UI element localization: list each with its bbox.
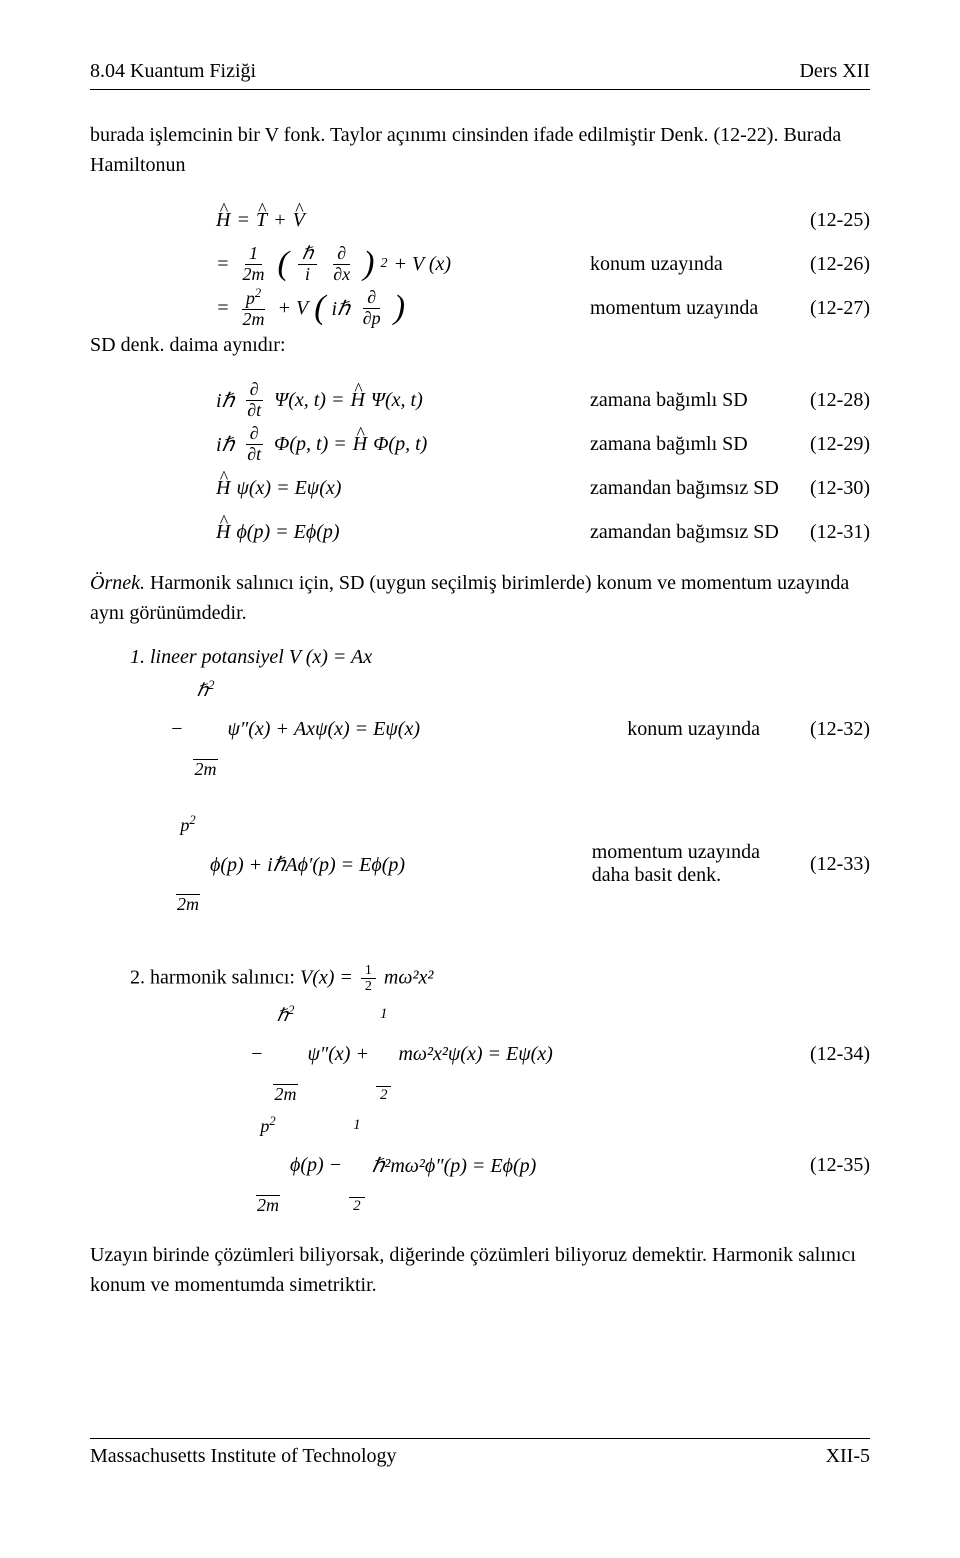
hat-V: V bbox=[293, 209, 305, 232]
frac-1-2m: 1 2m bbox=[239, 244, 269, 285]
item-1: 1. lineer potansiyel V (x) = Ax bbox=[130, 646, 870, 669]
page-footer: Massachusetts Institute of Technology XI… bbox=[90, 1445, 870, 1468]
eq-number: (12-31) bbox=[790, 521, 870, 544]
frac-hbar-i: ℏ i bbox=[298, 244, 317, 285]
hat-H: H bbox=[216, 209, 230, 232]
eq-number: (12-29) bbox=[790, 433, 870, 456]
frac-p2-2m: p2 2m bbox=[239, 287, 269, 330]
equation-12-25: H = T + V (12-25) bbox=[90, 198, 870, 242]
eq-number: (12-26) bbox=[790, 253, 870, 276]
eq-description: momentum uzayında bbox=[560, 297, 790, 320]
example-paragraph: Örnek. Harmonik salınıcı için, SD (uygun… bbox=[90, 568, 870, 628]
hat-T: T bbox=[256, 209, 267, 232]
equation-12-33: p22m ϕ(p) + iℏAϕ′(p) = Eϕ(p) momentum uz… bbox=[90, 814, 870, 915]
right-paren-icon: ) bbox=[394, 291, 405, 325]
sd-label: SD denk. daima aynıdır: bbox=[90, 330, 870, 360]
eq-description: zamana bağımlı SD bbox=[560, 389, 790, 412]
eq-description: konum uzayında bbox=[560, 253, 790, 276]
eq-number: (12-25) bbox=[790, 209, 870, 232]
eq-number: (12-28) bbox=[790, 389, 870, 412]
eq-number: (12-33) bbox=[790, 853, 870, 876]
equation-12-27: = p2 2m + V ( iℏ ∂ ∂p ) momentum uzayınd… bbox=[90, 286, 870, 330]
footer-left: Massachusetts Institute of Technology bbox=[90, 1445, 397, 1468]
equation-12-35: p22m ϕ(p) − 12 ℏ²mω²ϕ″(p) = Eϕ(p) (12-35… bbox=[90, 1115, 870, 1216]
intro-paragraph: burada işlemcinin bir V fonk. Taylor açı… bbox=[90, 120, 870, 180]
left-paren-icon: ( bbox=[314, 291, 325, 325]
header-right: Ders XII bbox=[799, 60, 870, 83]
page-header: 8.04 Kuantum Fiziği Ders XII bbox=[90, 60, 870, 83]
eq-description: zamandan bağımsız SD bbox=[560, 477, 790, 500]
eq-description: konum uzayında bbox=[597, 718, 790, 741]
closing-paragraph: Uzayın birinde çözümleri biliyorsak, diğ… bbox=[90, 1240, 870, 1300]
equation-12-30: H ψ(x) = Eψ(x) zamandan bağımsız SD (12-… bbox=[90, 466, 870, 510]
footer-right: XII-5 bbox=[826, 1445, 870, 1468]
eq-number: (12-32) bbox=[790, 718, 870, 741]
eq-description: zamandan bağımsız SD bbox=[560, 521, 790, 544]
eq-description: momentum uzayında daha basit denk. bbox=[562, 841, 790, 887]
header-rule bbox=[90, 89, 870, 90]
eq-number: (12-34) bbox=[790, 1043, 870, 1066]
frac-d-dx: ∂ ∂x bbox=[329, 244, 354, 285]
eq-number: (12-27) bbox=[790, 297, 870, 320]
item-2: 2. harmonik salınıcı: V(x) = 12 mω²x² bbox=[130, 963, 870, 995]
equation-12-29: iℏ ∂∂t Φ(p, t) = H Φ(p, t) zamana bağıml… bbox=[90, 422, 870, 466]
equation-12-34: − ℏ22m ψ″(x) + 12 mω²x²ψ(x) = Eψ(x) (12-… bbox=[90, 1004, 870, 1105]
eq-number: (12-35) bbox=[790, 1154, 870, 1177]
header-left: 8.04 Kuantum Fiziği bbox=[90, 60, 256, 83]
frac-d-dp: ∂ ∂p bbox=[359, 288, 385, 329]
page: 8.04 Kuantum Fiziği Ders XII burada işle… bbox=[0, 0, 960, 1558]
footer-rule bbox=[90, 1438, 870, 1439]
example-label: Örnek. bbox=[90, 572, 145, 594]
equation-12-31: H ϕ(p) = Eϕ(p) zamandan bağımsız SD (12-… bbox=[90, 510, 870, 554]
right-paren-icon: ) bbox=[363, 247, 374, 281]
equation-12-32: − ℏ22m ψ″(x) + Axψ(x) = Eψ(x) konum uzay… bbox=[90, 679, 870, 780]
left-paren-icon: ( bbox=[278, 247, 289, 281]
equation-12-26: = 1 2m ( ℏ i ∂ ∂x ) 2 + V (x) konum uzay… bbox=[90, 242, 870, 286]
eq-description: zamana bağımlı SD bbox=[560, 433, 790, 456]
eq-number: (12-30) bbox=[790, 477, 870, 500]
equation-12-28: iℏ ∂∂t Ψ(x, t) = H Ψ(x, t) zamana bağıml… bbox=[90, 378, 870, 422]
